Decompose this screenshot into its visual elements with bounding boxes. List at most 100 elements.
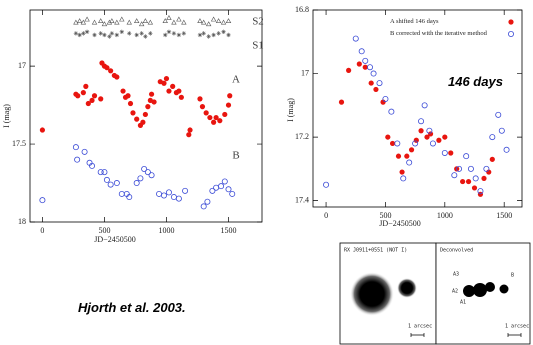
point (134, 19, 138, 23)
scale-label: 1 arcsec (505, 324, 529, 330)
point (127, 20, 131, 24)
point (85, 30, 89, 34)
image-panels: RX J0911+0551 (NOT I) Deconvolved A3 B A… (340, 243, 530, 344)
point (484, 166, 489, 171)
point (104, 177, 109, 182)
point (102, 33, 106, 37)
point (177, 33, 181, 37)
point (357, 61, 362, 66)
point (442, 150, 447, 155)
point (409, 147, 414, 152)
x-tick-label: 0 (324, 211, 328, 220)
point (145, 104, 150, 109)
point (216, 31, 220, 35)
legend-marker (508, 31, 513, 36)
legend-label: B corrected with the iterative method (390, 30, 490, 37)
y-tick-label: 17.5 (12, 139, 26, 148)
point (201, 31, 205, 35)
point (218, 184, 223, 189)
point (204, 110, 209, 115)
point (139, 31, 143, 35)
point (227, 93, 232, 98)
point (170, 84, 175, 89)
point (89, 98, 94, 103)
point (120, 30, 124, 34)
point (172, 31, 176, 35)
point (120, 88, 125, 93)
point (422, 103, 427, 108)
y-tick-label: 18 (18, 217, 26, 226)
point-source (473, 283, 487, 297)
point (167, 16, 171, 20)
point (213, 185, 218, 190)
point (149, 92, 154, 97)
point (396, 154, 401, 159)
point (222, 179, 227, 184)
point (211, 17, 215, 21)
point (452, 173, 457, 178)
point (323, 182, 328, 187)
point (163, 33, 167, 37)
point (346, 68, 351, 73)
point (216, 19, 220, 23)
point (83, 84, 88, 89)
scale-label: 1 arcsec (408, 324, 432, 330)
point (385, 134, 390, 139)
x-axis-label: JD−2450500 (94, 235, 135, 244)
point (115, 20, 119, 24)
point (200, 104, 205, 109)
point (166, 88, 171, 93)
point (353, 36, 358, 41)
point (490, 134, 495, 139)
point (177, 17, 181, 21)
point (222, 112, 227, 117)
point (205, 199, 210, 204)
point (108, 182, 113, 187)
point-source (485, 282, 495, 292)
point (206, 22, 210, 26)
citation: Hjorth et al. 2003. (78, 300, 186, 315)
y-tick-label: 17.4 (295, 195, 309, 204)
legend-entry: B corrected with the iterative method (390, 30, 515, 38)
point (182, 20, 186, 24)
point (98, 96, 103, 101)
point (119, 191, 124, 196)
point (161, 81, 166, 86)
point (472, 185, 477, 190)
point (134, 33, 138, 37)
point (359, 49, 364, 54)
point (448, 150, 453, 155)
page: RX J0911+0551 (NOT I) Deconvolved A3 B A… (0, 0, 533, 345)
point (504, 147, 509, 152)
legend-marker (508, 19, 513, 24)
point (466, 179, 471, 184)
point (73, 145, 78, 150)
point (149, 173, 154, 178)
x-tick-label: 1000 (158, 226, 174, 235)
point (114, 180, 119, 185)
point (182, 31, 186, 35)
point (401, 176, 406, 181)
point (226, 19, 230, 23)
component-label: A2 (452, 289, 458, 295)
y-tick-label: 17.2 (295, 132, 309, 141)
point (140, 120, 145, 125)
x-tick-label: 1500 (221, 226, 237, 235)
point (176, 88, 181, 93)
point (389, 109, 394, 114)
legend: A shifted 146 daysB corrected with the i… (390, 18, 515, 42)
annotation: 146 days (448, 74, 503, 89)
point (148, 20, 152, 24)
x-axis-label: JD−2450500 (379, 219, 420, 228)
legend-swatch (507, 18, 515, 26)
point (130, 110, 135, 115)
x-tick-label: 1000 (437, 211, 453, 220)
point (92, 33, 96, 37)
point (99, 19, 103, 23)
point (127, 31, 131, 35)
point (377, 80, 382, 85)
point (85, 17, 89, 21)
point (490, 157, 495, 162)
point (430, 141, 435, 146)
point (143, 34, 147, 38)
